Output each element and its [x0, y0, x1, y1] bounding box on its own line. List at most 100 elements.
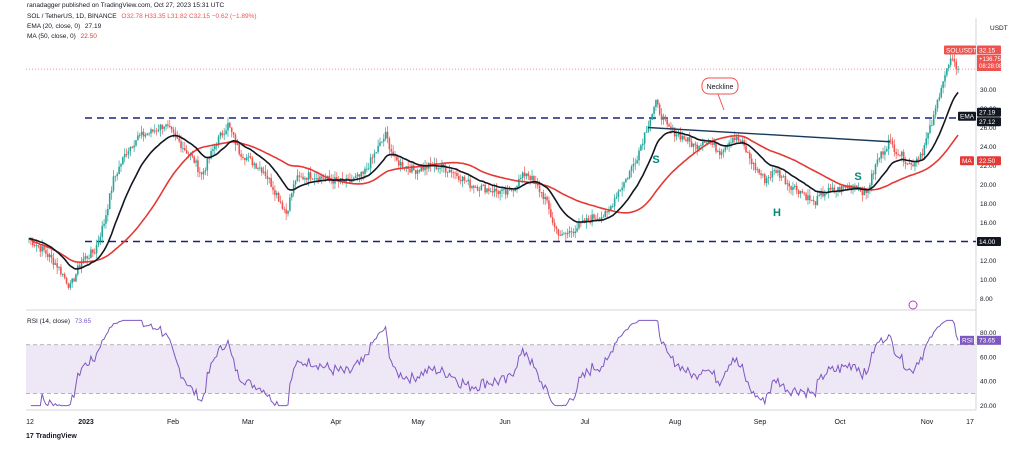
candles	[28, 53, 959, 291]
candle-body	[775, 170, 777, 173]
candle-body	[178, 138, 180, 142]
rsi-tick-label: 80.00	[980, 330, 997, 337]
time-tick-label: Sep	[754, 419, 767, 426]
ema-legend[interactable]: EMA (20, close, 0) 27.19	[27, 23, 104, 30]
candle-body	[396, 156, 398, 161]
candle-body	[840, 186, 843, 193]
time-tick-label: Oct	[835, 419, 846, 426]
candle-body	[893, 144, 896, 153]
candle-body	[797, 190, 800, 194]
candle-body	[69, 283, 72, 288]
candle-body	[553, 222, 556, 227]
candle-body	[471, 185, 473, 188]
candle-body	[910, 163, 912, 165]
candle-body	[155, 130, 158, 132]
candle-body	[444, 167, 447, 173]
candle-body	[953, 59, 956, 62]
candle-body	[262, 171, 265, 173]
candle-body	[369, 157, 372, 169]
candle-body	[668, 124, 670, 127]
candle-body	[95, 244, 98, 254]
candle-body	[78, 265, 81, 268]
candle-body	[304, 177, 306, 180]
candle-body	[46, 253, 49, 257]
candle-body	[702, 141, 704, 146]
ema-legend-label: EMA (20, close, 0)	[27, 23, 81, 30]
candle-body	[596, 218, 599, 220]
symbol-name: SOL / TetherUS, 1D, BINANCE	[27, 13, 117, 20]
tradingview-footer[interactable]: 17 TradingView	[26, 433, 77, 440]
candle-body	[565, 233, 567, 235]
candle-body	[863, 188, 866, 196]
candle-body	[71, 278, 73, 284]
ma-legend[interactable]: MA (50, close, 0) 22.50	[27, 33, 100, 40]
candle-body	[810, 199, 813, 201]
candle-body	[931, 125, 933, 127]
candle-body	[249, 156, 252, 158]
candle-body	[187, 153, 190, 155]
candle-body	[375, 152, 378, 154]
candle-body	[170, 127, 173, 130]
price-tick-label: 24.00	[980, 144, 997, 151]
candle-body	[807, 195, 809, 201]
ema-value-tag-bg	[977, 107, 1001, 117]
candle-body	[929, 125, 931, 133]
candle-body	[788, 183, 790, 187]
candle-body	[65, 277, 68, 284]
candle-body	[167, 124, 169, 126]
candle-body	[516, 186, 518, 188]
last-price-tag-bg	[977, 45, 1001, 55]
time-tick-label: 17	[966, 419, 974, 426]
candle-body	[685, 139, 687, 142]
candle-body	[379, 142, 381, 146]
candle-body	[814, 201, 817, 206]
candle-body	[899, 154, 901, 156]
candle-body	[452, 172, 455, 174]
ema-legend-value: 27.19	[84, 23, 102, 30]
candle-body	[86, 256, 88, 259]
candle-body	[550, 209, 552, 218]
candle-body	[645, 131, 648, 133]
ema-tag-text: EMA	[960, 113, 975, 120]
candle-body	[566, 232, 569, 235]
candle-body	[874, 164, 877, 175]
candle-body	[133, 145, 135, 148]
candle-body	[760, 173, 762, 176]
ma-value-tag-text: 22.50	[979, 158, 996, 165]
candle-body	[223, 134, 226, 136]
candle-body	[202, 171, 205, 175]
candle-body	[305, 177, 308, 180]
candle-body	[640, 145, 642, 151]
candle-body	[103, 223, 105, 226]
candle-body	[215, 144, 218, 147]
candle-body	[636, 160, 638, 164]
candle-body	[519, 177, 522, 179]
candle-body	[200, 172, 203, 175]
candle-body	[377, 145, 379, 153]
candle-body	[388, 138, 391, 150]
candle-body	[138, 135, 141, 136]
candle-body	[728, 142, 730, 147]
candle-body	[240, 154, 242, 157]
candle-body	[411, 165, 413, 173]
candle-body	[593, 214, 595, 219]
candle-body	[912, 164, 914, 167]
candle-body	[251, 157, 254, 166]
time-tick-label: Mar	[242, 419, 255, 426]
price-tick-label: 26.00	[980, 125, 997, 132]
candle-body	[803, 192, 806, 194]
time-tick-label: May	[411, 419, 425, 426]
candle-body	[574, 231, 577, 234]
candle-body	[90, 249, 92, 258]
candle-body	[538, 185, 541, 193]
rsi-legend[interactable]: RSI (14, close) 73.65	[27, 318, 94, 325]
candle-body	[420, 167, 423, 172]
candle-body	[311, 178, 314, 180]
rsi-legend-label: RSI (14, close)	[27, 318, 70, 325]
candle-body	[634, 163, 637, 165]
candle-body	[319, 176, 321, 181]
candle-body	[555, 226, 558, 230]
candle-body	[506, 190, 509, 195]
candle-body	[168, 125, 171, 128]
